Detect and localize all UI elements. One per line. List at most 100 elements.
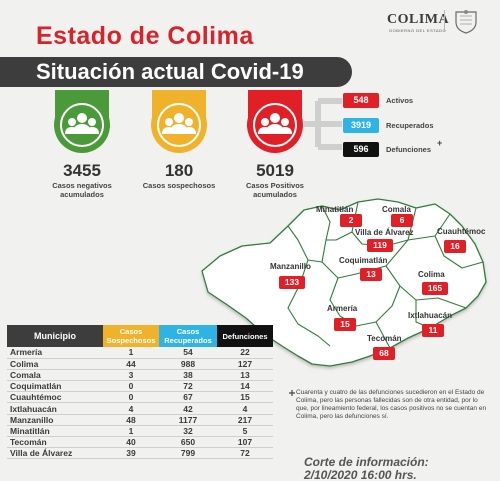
map-value-comala: 6 [391, 214, 413, 227]
cell-sospechosos: 0 [103, 391, 159, 404]
table-row: Villa de Álvarez 39 799 72 [7, 447, 273, 460]
map-label-colima: Colima [418, 270, 445, 279]
recovered-badge: 3919 [343, 118, 379, 133]
negative-cases-caption: Casos negativos [52, 181, 112, 190]
cell-sospechosos: 0 [103, 380, 159, 393]
map-label-cuauhtemoc: Cuauhtémoc [437, 227, 486, 236]
cutoff-date: 2/10/2020 16:00 hrs. [304, 468, 417, 481]
cell-defunciones: 217 [217, 414, 273, 426]
table-row: Armería 1 54 22 [7, 347, 273, 359]
cell-defunciones: 72 [217, 447, 273, 460]
cell-sospechosos: 4 [103, 402, 159, 415]
negative-cases-caption-2: acumulados [60, 190, 104, 199]
page-title: Estado de Colima [36, 22, 254, 50]
header-defunciones: Defunciones [217, 325, 273, 347]
footnote-plus-icon [289, 390, 295, 396]
active-badge: 548 [343, 93, 379, 108]
cell-recuperados: 38 [159, 369, 217, 382]
coat-of-arms-icon [455, 10, 477, 34]
cell-recuperados: 72 [159, 380, 217, 393]
suspected-cases-caption: Casos sospechosos [142, 181, 216, 190]
positive-cases-value: 5019 [256, 161, 294, 180]
cell-defunciones: 127 [217, 358, 273, 370]
map-label-villa-de-alvarez: Villa de Álvarez [355, 228, 414, 237]
deaths-footnote-mark: + [437, 138, 443, 148]
cutoff-label: Corte de información: [304, 455, 429, 469]
map-label-tecoman: Tecomán [367, 334, 402, 343]
cell-recuperados: 54 [159, 347, 217, 359]
map-value-colima: 165 [422, 282, 448, 295]
map-label-coquimatlan: Coquimatlán [339, 256, 388, 265]
cell-municipio: Tecomán [7, 436, 103, 449]
map-label-manzanillo: Manzanillo [270, 262, 311, 271]
negative-cases-icon [54, 90, 110, 153]
map-label-ixtlahuacan: Ixtlahuacán [408, 311, 453, 320]
positive-cases-icon [247, 90, 303, 153]
map-value-cuauhtemoc: 16 [444, 240, 466, 253]
map-value-minatitlan: 2 [340, 214, 362, 227]
cell-sospechosos: 1 [103, 425, 159, 438]
footnote-text: Cuarenta y cuatro de las defunciones suc… [296, 389, 487, 420]
map-value-manzanillo: 133 [279, 276, 305, 289]
table-row: Comala 3 38 13 [7, 369, 273, 382]
cell-municipio: Coquimatlán [7, 380, 103, 393]
cell-defunciones: 107 [217, 436, 273, 449]
page-subtitle: Situación actual Covid-19 [36, 59, 304, 84]
header-sospechosos: Casos Sospechosos [103, 325, 159, 347]
suspected-cases-icon [151, 90, 207, 153]
map-value-tecoman: 68 [373, 347, 395, 360]
cell-defunciones: 4 [217, 402, 273, 415]
cell-recuperados: 1177 [159, 414, 217, 426]
colima-map [201, 198, 487, 367]
cell-defunciones: 13 [217, 369, 273, 382]
suspected-cases-value: 180 [164, 161, 194, 180]
subtitle-banner [0, 57, 352, 87]
logo-divider [444, 10, 445, 32]
header-municipio: Municipio [7, 325, 103, 347]
cell-recuperados: 42 [159, 402, 217, 415]
table-row: Minatitlán 1 32 5 [7, 425, 273, 438]
recovered-label: Recuperados [386, 121, 434, 130]
cell-recuperados: 67 [159, 391, 217, 404]
municipality-table: Municipio Casos Sospechosos Casos Recupe… [7, 325, 273, 460]
cell-municipio: Comala [7, 369, 103, 382]
map-label-comala: Comala [382, 205, 411, 214]
breakdown-connector [304, 98, 342, 150]
cell-sospechosos: 44 [103, 358, 159, 370]
deaths-label: Defunciones [386, 145, 432, 154]
table-header-row: Municipio Casos Sospechosos Casos Recupe… [7, 325, 273, 347]
cell-recuperados: 32 [159, 425, 217, 438]
logo-subtext: GOBIERNO DEL ESTADO [389, 28, 447, 33]
cell-municipio: Cuauhtémoc [7, 391, 103, 404]
cell-municipio: Villa de Álvarez [7, 447, 103, 460]
logo-text: COLIMA [387, 12, 450, 27]
table-row: Manzanillo 48 1177 217 [7, 414, 273, 426]
cell-recuperados: 650 [159, 436, 217, 449]
cell-municipio: Minatitlán [7, 425, 103, 438]
table-row: Ixtlahuacán 4 42 4 [7, 402, 273, 415]
cell-defunciones: 15 [217, 391, 273, 404]
map-value-coquimatlan: 13 [360, 268, 382, 281]
cell-recuperados: 988 [159, 358, 217, 370]
cell-recuperados: 799 [159, 447, 217, 460]
map-label-minatitlan: Minatitlán [316, 205, 354, 214]
cell-municipio: Armería [7, 347, 103, 359]
table-row: Cuauhtémoc 0 67 15 [7, 391, 273, 404]
active-label: Activos [386, 96, 414, 105]
cell-defunciones: 14 [217, 380, 273, 393]
cell-sospechosos: 39 [103, 447, 159, 460]
table-row: Colima 44 988 127 [7, 358, 273, 370]
map-label-armeria: Armería [327, 304, 358, 313]
table-row: Coquimatlán 0 72 14 [7, 380, 273, 393]
cell-sospechosos: 48 [103, 414, 159, 426]
cell-sospechosos: 1 [103, 347, 159, 359]
map-value-villa-de-alvarez: 119 [367, 239, 393, 252]
table-row: Tecomán 40 650 107 [7, 436, 273, 449]
cell-sospechosos: 40 [103, 436, 159, 449]
map-value-ixtlahuacan: 11 [422, 324, 444, 337]
positive-cases-caption-2: acumulados [253, 190, 297, 199]
negative-cases-value: 3455 [63, 161, 101, 180]
cell-municipio: Ixtlahuacán [7, 402, 103, 415]
cell-defunciones: 5 [217, 425, 273, 438]
